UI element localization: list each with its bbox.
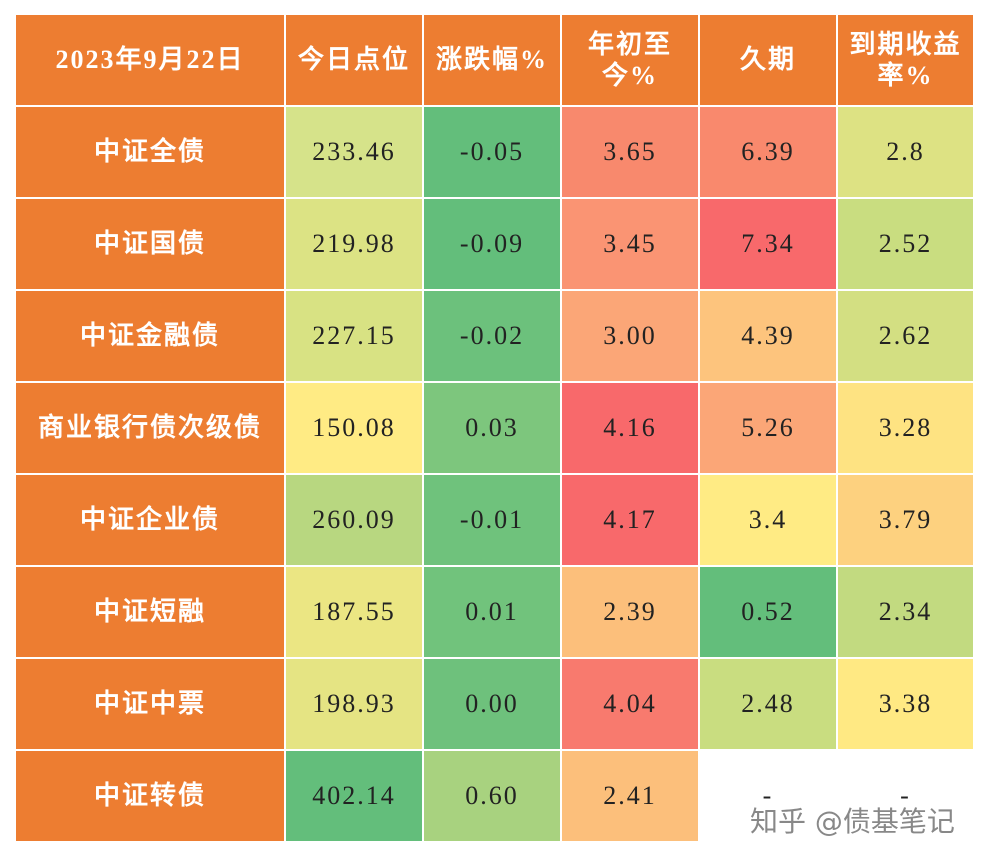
row-label: 商业银行债次级债 <box>16 383 286 475</box>
data-cell: 227.15 <box>286 291 424 383</box>
data-cell: 219.98 <box>286 199 424 291</box>
header-cell: 今日点位 <box>286 15 424 107</box>
data-cell: 3.65 <box>562 107 700 199</box>
data-cell: -0.05 <box>424 107 562 199</box>
header-cell: 年初至今% <box>562 15 700 107</box>
data-cell: 2.41 <box>562 751 700 843</box>
watermark: 知乎 @债基笔记 <box>750 805 955 838</box>
data-cell: 3.4 <box>700 475 838 567</box>
data-cell: -0.01 <box>424 475 562 567</box>
data-cell: 402.14 <box>286 751 424 843</box>
data-cell: -0.02 <box>424 291 562 383</box>
row-label: 中证国债 <box>16 199 286 291</box>
data-cell: 198.93 <box>286 659 424 751</box>
data-cell: 3.38 <box>838 659 975 751</box>
row-label: 中证金融债 <box>16 291 286 383</box>
data-cell: 2.34 <box>838 567 975 659</box>
data-cell: 0.01 <box>424 567 562 659</box>
data-cell: 7.34 <box>700 199 838 291</box>
data-cell: - <box>838 751 975 843</box>
data-cell: 187.55 <box>286 567 424 659</box>
data-cell: 4.04 <box>562 659 700 751</box>
header-cell: 久期 <box>700 15 838 107</box>
header-cell: 2023年9月22日 <box>16 15 286 107</box>
data-cell: 5.26 <box>700 383 838 475</box>
data-cell: 150.08 <box>286 383 424 475</box>
row-label: 中证转债 <box>16 751 286 843</box>
header-cell: 涨跌幅% <box>424 15 562 107</box>
data-cell: 3.00 <box>562 291 700 383</box>
row-label: 中证全债 <box>16 107 286 199</box>
header-cell: 到期收益率% <box>838 15 975 107</box>
data-cell: 2.8 <box>838 107 975 199</box>
data-cell: 3.45 <box>562 199 700 291</box>
data-cell: 6.39 <box>700 107 838 199</box>
data-cell: 233.46 <box>286 107 424 199</box>
data-cell: 0.60 <box>424 751 562 843</box>
data-cell: 4.17 <box>562 475 700 567</box>
table: 2023年9月22日 今日点位 涨跌幅% 年初至今% 久期 到期收益率% 中证全债 233.4… <box>16 15 975 843</box>
data-cell: - <box>700 751 838 843</box>
data-cell: 2.62 <box>838 291 975 383</box>
data-cell: 2.39 <box>562 567 700 659</box>
row-label: 中证企业债 <box>16 475 286 567</box>
data-cell: 260.09 <box>286 475 424 567</box>
row-label: 中证短融 <box>16 567 286 659</box>
data-cell: 0.03 <box>424 383 562 475</box>
data-cell: 0.52 <box>700 567 838 659</box>
data-cell: 3.28 <box>838 383 975 475</box>
data-cell: 4.39 <box>700 291 838 383</box>
data-cell: 0.00 <box>424 659 562 751</box>
row-label: 中证中票 <box>16 659 286 751</box>
data-cell: 2.52 <box>838 199 975 291</box>
data-cell: 2.48 <box>700 659 838 751</box>
data-cell: -0.09 <box>424 199 562 291</box>
data-cell: 3.79 <box>838 475 975 567</box>
data-cell: 4.16 <box>562 383 700 475</box>
